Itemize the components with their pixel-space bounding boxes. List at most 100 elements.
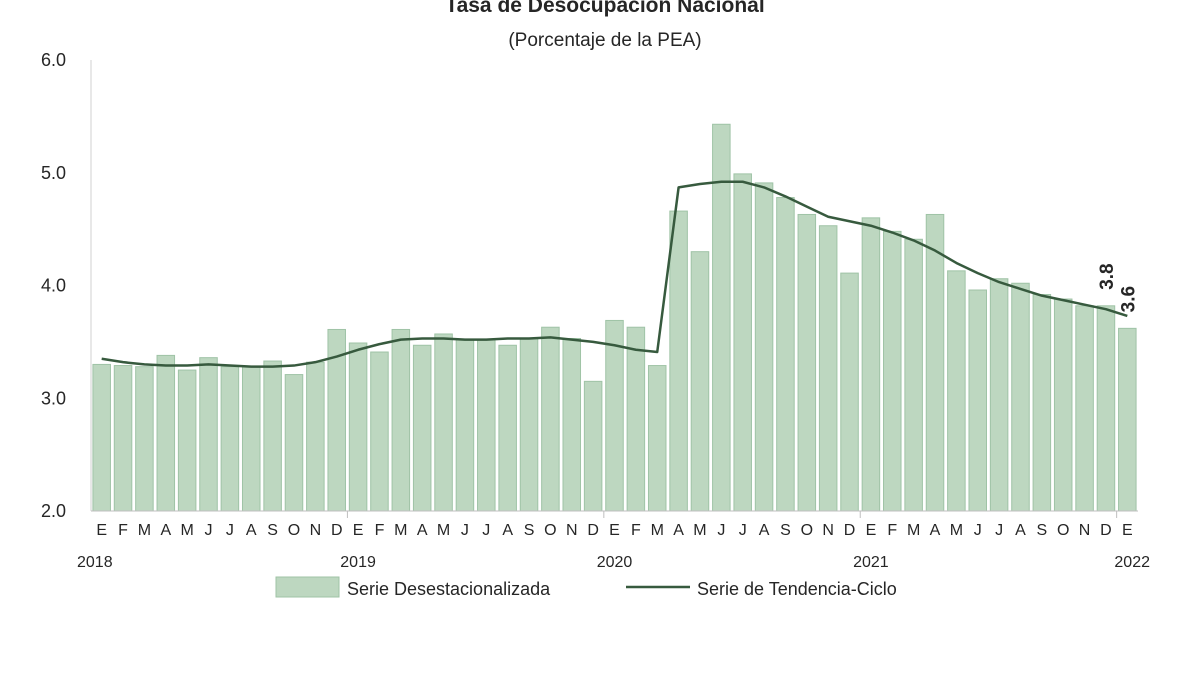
bar [263,360,282,512]
x-tick-label: F [631,522,641,539]
bar [583,380,603,512]
x-tick-label: M [950,522,963,539]
x-tick-label: E [1122,522,1133,539]
x-tick-label: M [651,522,664,539]
x-tick-label: E [609,522,620,539]
x-tick-label: E [866,522,877,539]
bar [690,251,710,512]
x-tick-label: M [180,522,193,539]
bar [1118,327,1137,512]
bar [989,278,1009,512]
trend-series [101,180,1128,368]
x-tick-label: J [461,522,469,539]
x-tick-label: N [1079,522,1091,539]
bar [391,328,411,512]
x-tick-label: J [995,522,1003,539]
x-tick-label: A [246,522,257,539]
x-tick-label: J [205,522,213,539]
bar [669,210,688,512]
bar [477,339,496,512]
x-tick-label: J [739,522,747,539]
bar [904,238,923,512]
bar [455,339,475,512]
data-label: 3.8 [1097,263,1118,289]
x-tick-label: F [887,522,897,539]
y-tick-label: 2.0 [41,501,66,521]
bar [498,344,517,512]
x-tick-label: A [417,522,428,539]
x-tick-label: A [673,522,684,539]
y-tick-label: 5.0 [41,163,66,183]
data-labels: 3.83.6 [1097,263,1139,312]
x-tick-label: A [160,522,171,539]
year-label: 2020 [597,554,633,571]
x-tick-label: A [1015,522,1026,539]
x-tick-label: S [267,522,278,539]
x-tick-label: D [844,522,856,539]
x-tick-label: F [118,522,128,539]
chart-title: Tasa de Desocupación Nacional [445,0,764,17]
x-tick-label: M [907,522,920,539]
legend-line-label: Serie de Tendencia-Ciclo [697,579,897,599]
bar [1053,298,1073,512]
bar [647,365,667,512]
x-tick-label: S [524,522,535,539]
x-tick-label: S [1037,522,1048,539]
x-tick-label: A [502,522,513,539]
bar [92,363,111,512]
bar [1011,282,1030,512]
x-tick-label: A [930,522,941,539]
bar [541,326,560,512]
x-tick-label: M [138,522,151,539]
year-label: 2021 [853,554,889,571]
x-tick-label: J [226,522,234,539]
bar [434,333,453,512]
bar [1075,305,1094,512]
x-tick-label: O [288,522,300,539]
bar [370,351,389,512]
y-tick-label: 6.0 [41,50,66,70]
x-tick-label: N [822,522,834,539]
year-label: 2018 [77,554,113,571]
bar [199,357,218,512]
bar [925,213,945,512]
bar [412,344,432,512]
x-tick-label: M [693,522,706,539]
x-tick-label: S [780,522,791,539]
x-tick-label: E [96,522,107,539]
x-tick-label: D [331,522,343,539]
bar [861,217,881,512]
bar [220,366,240,512]
year-label: 2022 [1114,554,1150,571]
x-tick-label: M [394,522,407,539]
bar [241,366,261,512]
bar [284,374,304,512]
bar [626,326,646,512]
x-tick-label: D [587,522,599,539]
legend-bar-swatch [275,576,340,598]
x-tick-label: A [759,522,770,539]
bar [1032,294,1052,512]
bar [754,182,774,512]
x-tick-label: E [353,522,364,539]
x-tick-label: J [717,522,725,539]
y-tick-label: 3.0 [41,388,66,408]
x-tick-label: O [544,522,556,539]
year-label: 2019 [340,554,376,571]
x-tick-label: F [375,522,385,539]
x-tick-label: M [437,522,450,539]
bar [1096,305,1116,512]
bar [135,366,154,512]
bar [177,369,197,512]
bar [156,354,176,512]
data-label: 3.6 [1118,286,1139,312]
x-tick-label: O [1057,522,1069,539]
x-tick-label: N [310,522,322,539]
bar [519,337,539,512]
chart-subtitle: (Porcentaje de la PEA) [508,30,701,51]
bar-series [92,123,1137,512]
bar [348,342,368,512]
bar [306,361,325,512]
